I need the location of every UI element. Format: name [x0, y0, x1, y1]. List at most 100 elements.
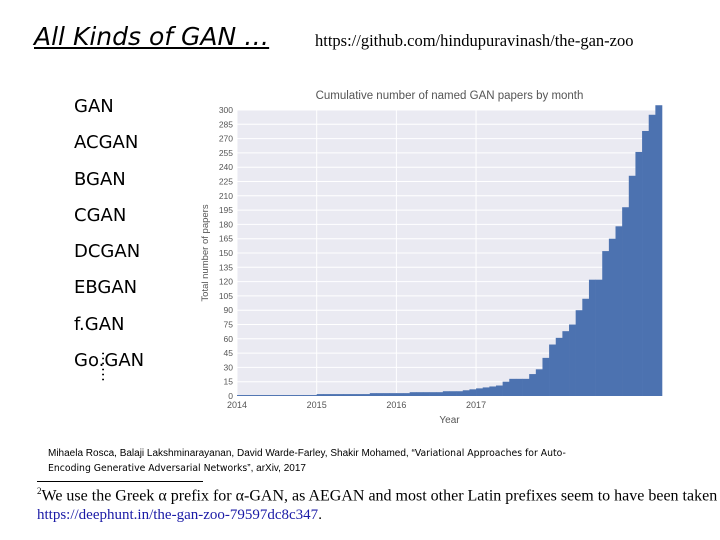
citation-title-b: Encoding Generative Adversarial Networks	[48, 463, 248, 474]
y-tick-label: 165	[219, 234, 233, 244]
bar	[529, 374, 537, 396]
x-tick-label: 2016	[386, 400, 406, 410]
bar	[582, 298, 590, 396]
gan-list-item: DCGAN	[74, 241, 141, 263]
footnote: 2We use the Greek α prefix for α-GAN, as…	[37, 486, 717, 505]
bar	[575, 310, 583, 396]
bar	[515, 378, 523, 396]
bar	[336, 394, 344, 396]
bar	[549, 344, 557, 396]
bar	[615, 226, 623, 396]
citation-title-a: Variational Approaches for Auto-	[414, 448, 566, 459]
bar	[329, 394, 337, 396]
bar	[495, 385, 503, 396]
gan-list: GAN ACGAN BGAN CGAN DCGAN EBGAN f.GAN Go.GAN	[74, 93, 144, 383]
bar	[409, 392, 417, 396]
more-ellipsis: ……	[90, 350, 108, 382]
bar	[642, 130, 650, 396]
bar	[256, 395, 264, 396]
deephunt-link[interactable]: https://deephunt.in/the-gan-zoo-79597dc8…	[37, 507, 319, 523]
bar	[449, 391, 457, 396]
bar	[535, 369, 543, 396]
y-tick-label: 300	[219, 105, 233, 115]
bar	[456, 391, 464, 396]
bar	[429, 392, 437, 396]
gan-list-item: CGAN	[74, 204, 127, 226]
x-tick-label: 2017	[466, 400, 486, 410]
bar	[403, 393, 410, 396]
bar	[462, 390, 470, 396]
y-tick-label: 225	[219, 177, 233, 187]
bar	[628, 175, 636, 396]
bar	[608, 238, 616, 396]
bar	[263, 395, 271, 396]
y-tick-label: 180	[219, 219, 233, 229]
bar	[422, 392, 430, 396]
bar	[369, 393, 377, 396]
bar	[283, 395, 291, 396]
bar	[622, 207, 630, 396]
bar	[296, 395, 304, 396]
bar	[442, 391, 450, 396]
bar	[363, 394, 371, 396]
bar	[323, 394, 331, 396]
y-tick-label: 150	[219, 248, 233, 258]
bar	[655, 105, 663, 396]
gan-papers-chart: Cumulative number of named GAN papers by…	[195, 84, 665, 430]
y-tick-label: 75	[224, 320, 234, 330]
deephunt-link-line: https://deephunt.in/the-gan-zoo-79597dc8…	[37, 507, 322, 524]
bar	[349, 394, 357, 396]
x-axis-label: Year	[439, 415, 460, 426]
bar	[595, 279, 603, 396]
footnote-mark: 2	[37, 486, 42, 496]
bar	[522, 378, 530, 396]
repo-link[interactable]: https://github.com/hindupuravinash/the-g…	[315, 31, 634, 50]
y-tick-label: 135	[219, 262, 233, 272]
gan-list-item: GAN	[74, 96, 114, 117]
x-tick-label: 2014	[227, 400, 247, 410]
citation-tail: ”, arXiv, 2017	[247, 463, 306, 474]
x-tick-label: 2015	[307, 400, 327, 410]
bar	[290, 395, 298, 396]
deephunt-period: .	[318, 507, 322, 523]
y-tick-label: 120	[219, 277, 233, 287]
bar	[635, 151, 643, 396]
bar	[602, 251, 610, 396]
y-tick-label: 15	[224, 377, 234, 387]
y-tick-label: 240	[219, 162, 233, 172]
bar	[376, 393, 384, 396]
bar	[270, 395, 278, 396]
bar	[569, 324, 576, 396]
y-tick-label: 285	[219, 119, 233, 129]
chart-title: Cumulative number of named GAN papers by…	[316, 90, 584, 102]
gan-list-item: Go.GAN	[74, 350, 145, 372]
footnote-divider	[37, 481, 203, 482]
bar	[356, 394, 364, 396]
y-tick-label: 270	[219, 134, 233, 144]
bar	[648, 114, 656, 396]
y-tick-label: 210	[219, 191, 233, 201]
chart-svg: Cumulative number of named GAN papers by…	[200, 90, 663, 426]
y-tick-label: 195	[219, 205, 233, 215]
bar	[489, 386, 497, 396]
bar	[555, 337, 563, 396]
y-tick-label: 90	[224, 305, 234, 315]
y-axis-label: Total number of papers	[200, 204, 211, 301]
gan-list-item: BGAN	[74, 168, 126, 190]
gan-list-item: EBGAN	[74, 277, 138, 299]
footnote-text: We use the Greek α prefix for α-GAN, as …	[41, 487, 718, 505]
bar	[476, 388, 484, 396]
y-tick-label: 45	[224, 348, 234, 358]
citation-authors: Mihaela Rosca, Balaji Lakshminarayanan, …	[48, 448, 415, 459]
bar	[562, 331, 570, 396]
bar	[502, 381, 510, 396]
bar	[243, 395, 251, 396]
citation: Mihaela Rosca, Balaji Lakshminarayanan, …	[48, 446, 678, 476]
y-tick-label: 0	[228, 391, 233, 401]
y-tick-label: 105	[219, 291, 233, 301]
bar	[509, 378, 517, 396]
bar	[237, 395, 244, 396]
y-tick-label: 60	[224, 334, 234, 344]
bar	[416, 392, 424, 396]
slide-title: All Kinds of GAN …	[34, 22, 270, 51]
